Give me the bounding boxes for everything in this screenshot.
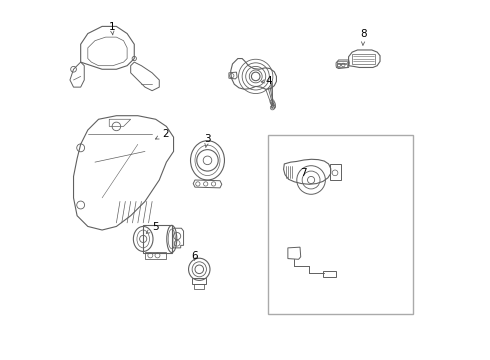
Text: 5: 5 <box>146 222 159 233</box>
Bar <box>337 61 347 63</box>
Bar <box>330 163 341 180</box>
Bar <box>268 135 413 314</box>
Text: 4: 4 <box>261 76 272 86</box>
Bar <box>352 54 375 64</box>
Bar <box>143 225 172 252</box>
Bar <box>337 64 347 67</box>
Bar <box>192 278 206 284</box>
Bar <box>323 271 336 277</box>
Text: 1: 1 <box>109 22 115 35</box>
Text: 6: 6 <box>192 251 198 261</box>
Text: 3: 3 <box>204 135 211 147</box>
Text: 2: 2 <box>155 129 169 139</box>
Text: 7: 7 <box>300 168 307 178</box>
Text: 8: 8 <box>360 29 367 45</box>
Bar <box>194 284 204 289</box>
Bar <box>145 252 167 258</box>
